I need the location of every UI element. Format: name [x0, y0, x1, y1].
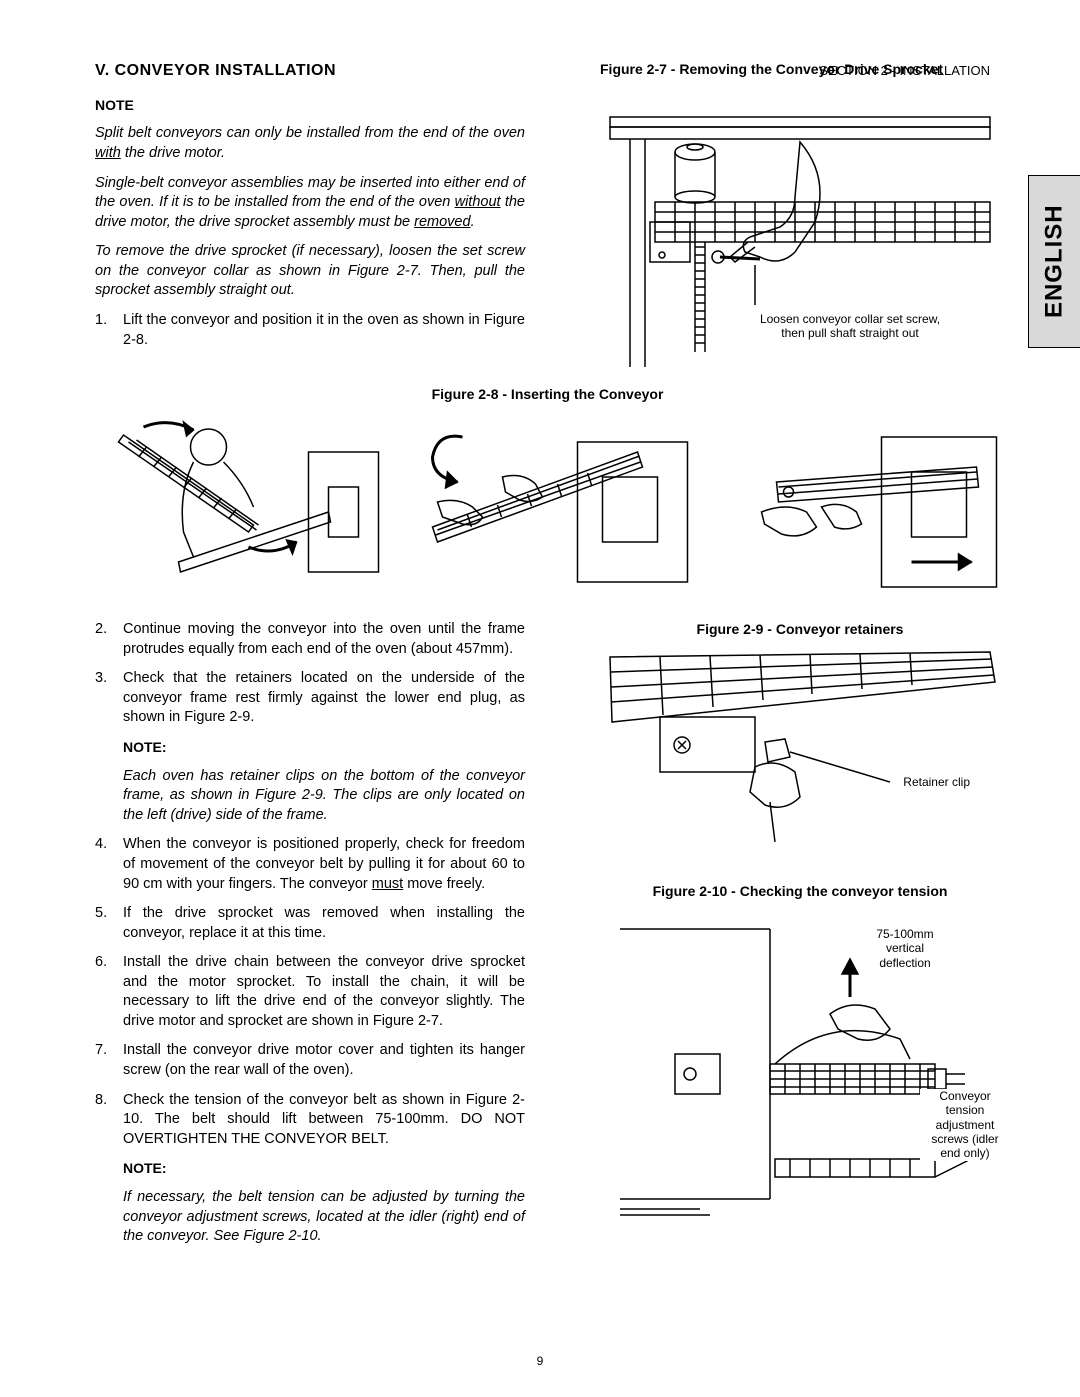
figure-10-annotation-2: Conveyor tension adjustment screws (idle…	[920, 1089, 1010, 1161]
figure-8-caption: Figure 2-8 - Inserting the Conveyor	[95, 385, 1000, 404]
list-item: 4.When the conveyor is positioned proper…	[95, 835, 525, 894]
language-tab: ENGLISH	[1028, 175, 1080, 348]
note-text-3: To remove the drive sprocket (if necessa…	[95, 242, 525, 301]
step-list-1: 1. Lift the conveyor and position it in …	[95, 311, 525, 350]
list-item: 1. Lift the conveyor and position it in …	[95, 311, 525, 350]
figure-9-illustration	[600, 647, 1000, 847]
figure-7-annotation: Loosen conveyor collar set screw, then p…	[750, 312, 950, 341]
figure-8-panel-2	[404, 412, 691, 592]
figure-10-annotation-1: 75-100mm vertical deflection	[865, 927, 945, 970]
figure-9-caption: Figure 2-9 - Conveyor retainers	[600, 620, 1000, 639]
note-text-2: Single-belt conveyor assemblies may be i…	[95, 174, 525, 233]
figure-9-annotation: Retainer clip	[903, 775, 970, 789]
step-list-3: 4.When the conveyor is positioned proper…	[95, 835, 525, 1149]
list-item: 6.Install the drive chain between the co…	[95, 953, 525, 1031]
note-text-4: Each oven has retainer clips on the bott…	[123, 767, 525, 826]
step-list-2: 2.Continue moving the conveyor into the …	[95, 620, 525, 728]
figure-8-panel-3	[713, 412, 1000, 592]
figure-10-caption: Figure 2-10 - Checking the conveyor tens…	[600, 882, 1000, 901]
page-number: 9	[537, 1353, 544, 1369]
list-item: 7.Install the conveyor drive motor cover…	[95, 1041, 525, 1080]
note-label: NOTE	[95, 96, 525, 115]
list-item: 3.Check that the retainers located on th…	[95, 669, 525, 728]
section-header: SECTION 2 - INSTALLATION	[819, 62, 990, 80]
note-text-5: If necessary, the belt tension can be ad…	[123, 1188, 525, 1247]
figure-9: Retainer clip	[600, 647, 1000, 847]
note-label-3: NOTE:	[123, 1159, 525, 1178]
list-item: 2.Continue moving the conveyor into the …	[95, 620, 525, 659]
language-label: ENGLISH	[1038, 205, 1070, 319]
list-item: 8.Check the tension of the conveyor belt…	[95, 1091, 525, 1150]
figure-10: 75-100mm vertical deflection Conveyor te…	[600, 909, 1000, 1219]
note-text-1: Split belt conveyors can only be install…	[95, 124, 525, 163]
note-label-2: NOTE:	[123, 738, 525, 757]
figure-8	[95, 412, 1000, 592]
list-item: 5.If the drive sprocket was removed when…	[95, 904, 525, 943]
page-title: V. CONVEYOR INSTALLATION	[95, 60, 525, 82]
figure-8-panel-1	[95, 412, 382, 592]
